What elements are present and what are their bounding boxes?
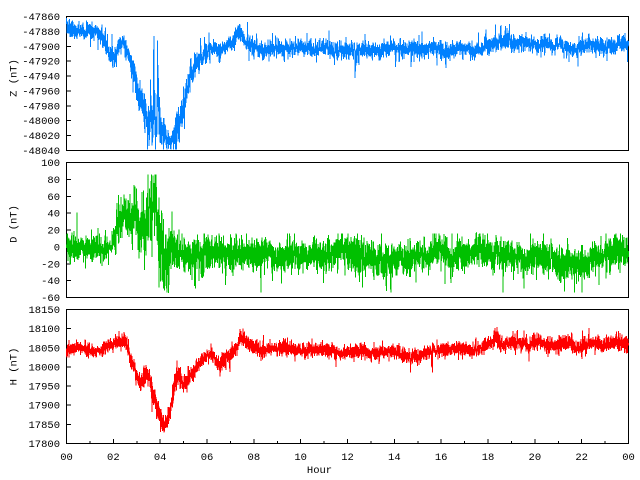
svg-text:06: 06 [201, 452, 214, 464]
svg-text:Z (nT): Z (nT) [9, 59, 21, 97]
svg-text:-47980: -47980 [22, 101, 60, 113]
svg-text:10: 10 [294, 452, 307, 464]
svg-text:-48020: -48020 [22, 131, 60, 143]
svg-text:18000: 18000 [28, 362, 60, 374]
svg-text:00: 00 [622, 452, 635, 464]
svg-text:-47940: -47940 [22, 72, 60, 84]
svg-text:12: 12 [341, 452, 354, 464]
svg-text:-48040: -48040 [22, 146, 60, 158]
svg-text:D (nT): D (nT) [9, 205, 21, 243]
svg-text:-47900: -47900 [22, 42, 60, 54]
svg-text:-47960: -47960 [22, 86, 60, 98]
svg-text:0: 0 [54, 242, 60, 254]
svg-text:40: 40 [47, 209, 60, 221]
svg-text:-47920: -47920 [22, 57, 60, 69]
svg-text:-48000: -48000 [22, 116, 60, 128]
svg-text:20: 20 [47, 226, 60, 238]
svg-text:18150: 18150 [28, 305, 60, 317]
svg-text:H (nT): H (nT) [9, 348, 21, 386]
svg-text:22: 22 [575, 452, 588, 464]
svg-text:-20: -20 [41, 259, 60, 271]
svg-text:-47860: -47860 [22, 12, 60, 24]
svg-text:18: 18 [482, 452, 495, 464]
svg-text:60: 60 [47, 192, 60, 204]
svg-text:18100: 18100 [28, 324, 60, 336]
svg-text:17900: 17900 [28, 401, 60, 413]
svg-text:Hour: Hour [307, 465, 332, 477]
svg-text:14: 14 [388, 452, 401, 464]
svg-text:18050: 18050 [28, 343, 60, 355]
svg-text:20: 20 [529, 452, 542, 464]
svg-text:00: 00 [60, 452, 73, 464]
svg-text:80: 80 [47, 175, 60, 187]
svg-text:17950: 17950 [28, 382, 60, 394]
svg-text:17850: 17850 [28, 420, 60, 432]
svg-text:02: 02 [107, 452, 120, 464]
svg-text:-40: -40 [41, 276, 60, 288]
svg-text:-60: -60 [41, 293, 60, 305]
svg-text:04: 04 [154, 452, 167, 464]
svg-text:16: 16 [435, 452, 448, 464]
svg-text:-47880: -47880 [22, 27, 60, 39]
svg-text:100: 100 [41, 158, 60, 170]
svg-text:08: 08 [248, 452, 261, 464]
svg-text:17800: 17800 [28, 439, 60, 451]
